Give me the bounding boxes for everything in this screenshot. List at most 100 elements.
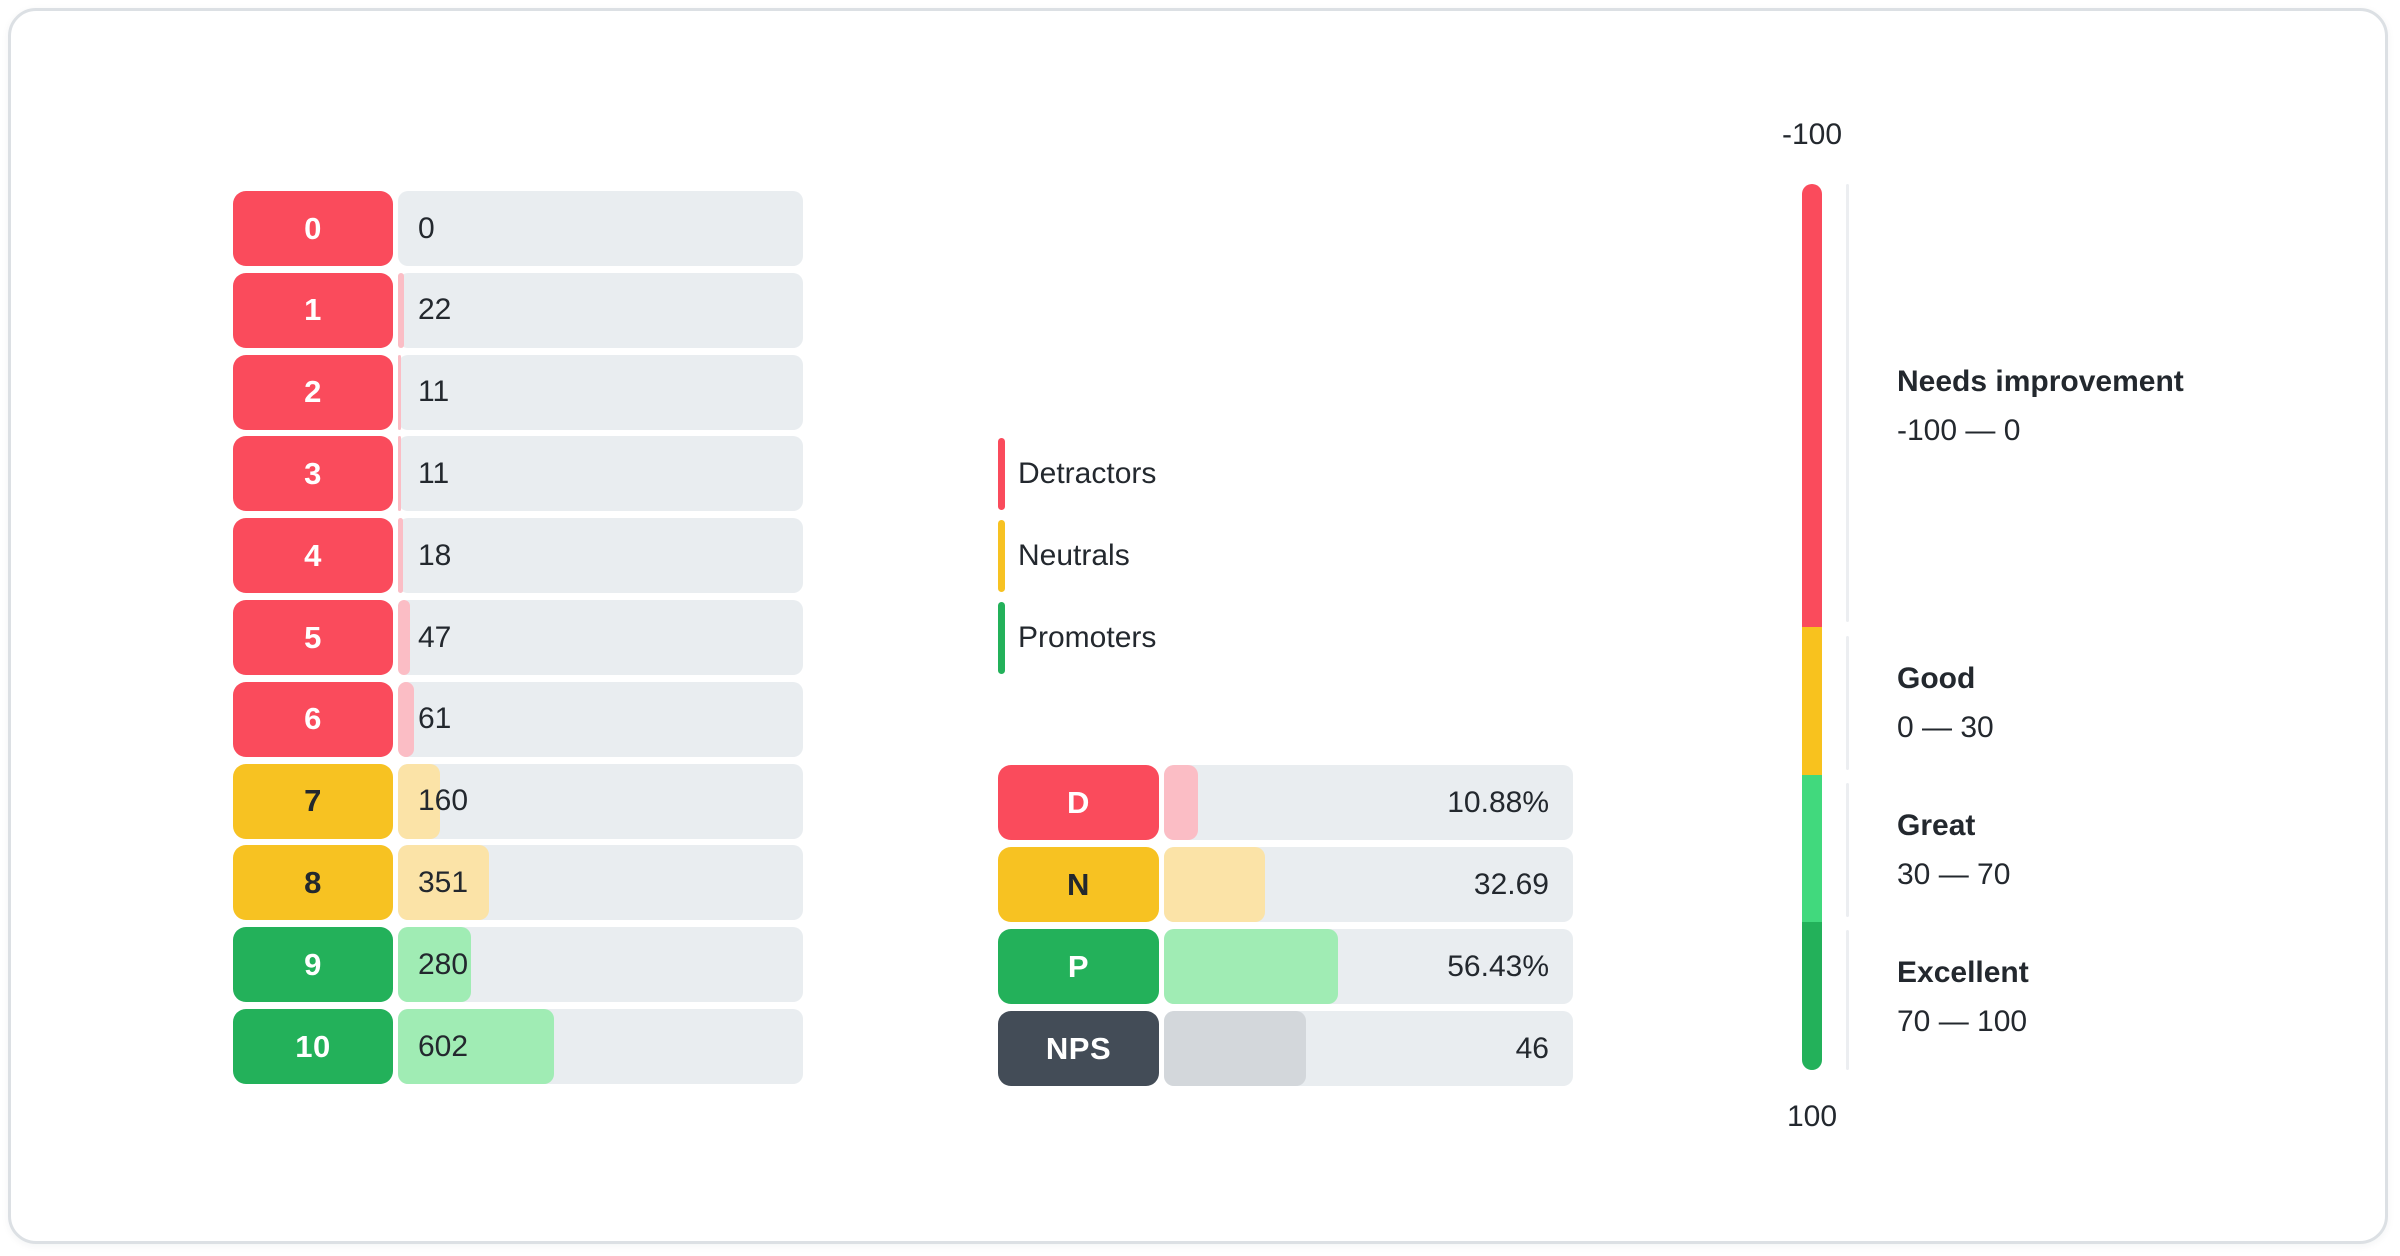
score-count: 11 [418, 456, 450, 490]
summary-chip: D [998, 765, 1159, 840]
score-row: 7 160 [233, 763, 805, 839]
score-bar-fill [398, 681, 414, 757]
score-chip: 3 [233, 436, 393, 512]
gauge-category-range: -100 — 0 [1897, 414, 2021, 447]
summary-value: 46 [1515, 1031, 1549, 1065]
gauge-axis-line [1846, 783, 1849, 917]
score-chip: 7 [233, 763, 393, 839]
gauge-category-title: Great [1897, 809, 1976, 842]
score-count: 280 [418, 947, 469, 981]
gauge-category: Needs improvement -100 — 0 [1897, 363, 2377, 450]
summary-value: 56.43% [1447, 949, 1549, 983]
gauge-bar [1802, 184, 1822, 1070]
gauge-zone-yellow [1802, 627, 1822, 775]
legend-label: Detractors [1018, 457, 1157, 490]
score-count: 351 [418, 865, 469, 899]
summary-track: 10.88% [1164, 765, 1573, 840]
gauge-category: Good 0 — 30 [1897, 660, 2377, 747]
gauge-top-scale-label: -100 [1781, 118, 1843, 151]
score-count: 602 [418, 1029, 469, 1063]
summary-track: 56.43% [1164, 929, 1573, 1004]
score-row: 10 602 [233, 1009, 805, 1084]
gauge-zone-red [1802, 184, 1822, 627]
summary-chip: P [998, 929, 1159, 1004]
score-row: 5 47 [233, 600, 805, 675]
score-chip: 4 [233, 518, 393, 594]
score-track: 61 [398, 681, 803, 757]
gauge-category-title: Excellent [1897, 956, 2029, 989]
score-row: 9 280 [233, 927, 805, 1003]
score-chip: 6 [233, 681, 393, 757]
score-bar-fill [398, 927, 471, 1003]
score-chip: 0 [233, 191, 393, 266]
summary-chip: N [998, 847, 1159, 922]
legend-swatch-bar [998, 520, 1005, 592]
gauge-category: Great 30 — 70 [1897, 807, 2377, 894]
gauge-axis-line [1846, 184, 1849, 622]
score-row: 6 61 [233, 681, 805, 757]
summary-track: 46 [1164, 1011, 1573, 1086]
score-track: 22 [398, 272, 803, 348]
score-bar-fill [398, 1009, 554, 1084]
summary-row: D 10.88% [998, 765, 1573, 840]
legend-item-detractor: Detractors [998, 438, 1398, 510]
summary-bar-fill [1164, 929, 1338, 1004]
score-count: 22 [418, 293, 452, 327]
legend-item-promoter: Promoters [998, 602, 1398, 674]
score-chip: 8 [233, 845, 393, 921]
summary-row: N 32.69 [998, 847, 1573, 922]
score-track: 0 [398, 191, 803, 266]
score-bar-fill [398, 518, 403, 594]
score-row: 2 11 [233, 354, 805, 430]
score-track: 280 [398, 927, 803, 1003]
score-row: 8 351 [233, 845, 805, 921]
gauge-zone-dark_green [1802, 922, 1822, 1070]
score-count: 18 [418, 538, 452, 572]
score-chip: 1 [233, 272, 393, 348]
summary-value: 32.69 [1473, 867, 1549, 901]
summary-bar-fill [1164, 1011, 1306, 1086]
score-chip: 9 [233, 927, 393, 1003]
score-chip: 2 [233, 354, 393, 430]
score-track: 602 [398, 1009, 803, 1084]
score-bar-fill [398, 354, 401, 430]
gauge-category-title: Needs improvement [1897, 365, 2184, 398]
summary-chart: D 10.88% N 32.69 P 56.43% NPS 46 [998, 765, 1573, 1090]
score-track: 11 [398, 354, 803, 430]
score-bar-fill [398, 763, 440, 839]
gauge-axis-line [1846, 930, 1849, 1070]
score-row: 4 18 [233, 518, 805, 594]
legend-item-neutral: Neutrals [998, 520, 1398, 592]
summary-value: 10.88% [1447, 785, 1549, 819]
score-count: 47 [418, 620, 452, 654]
gauge-category-range: 30 — 70 [1897, 858, 2011, 891]
summary-chip: NPS [998, 1011, 1159, 1086]
legend-swatch-bar [998, 438, 1005, 510]
gauge-category-title: Good [1897, 662, 1976, 695]
score-count: 0 [418, 211, 435, 245]
score-bar-fill [398, 600, 411, 675]
legend-swatch-bar [998, 602, 1005, 674]
summary-track: 32.69 [1164, 847, 1573, 922]
gauge-category-range: 70 — 100 [1897, 1005, 2028, 1038]
score-track: 351 [398, 845, 803, 921]
score-chip: 5 [233, 600, 393, 675]
legend-label: Neutrals [1018, 539, 1130, 572]
score-count: 11 [418, 375, 450, 409]
summary-row: P 56.43% [998, 929, 1573, 1004]
score-distribution-chart: 0 0 1 22 2 11 3 11 4 18 5 47 6 61 7 160 8 351 9 280 10 602 [233, 191, 805, 1086]
score-count: 160 [418, 784, 469, 818]
score-track: 47 [398, 600, 803, 675]
summary-row: NPS 46 [998, 1011, 1573, 1086]
score-track: 11 [398, 436, 803, 512]
chart-legend: Detractors Neutrals Promoters [998, 438, 1398, 674]
score-count: 61 [418, 702, 452, 736]
gauge-zone-light_green [1802, 774, 1822, 923]
legend-label: Promoters [1018, 621, 1157, 654]
score-row: 3 11 [233, 436, 805, 512]
score-bar-fill [398, 272, 404, 348]
summary-bar-fill [1164, 847, 1265, 922]
score-chip: 10 [233, 1009, 393, 1084]
